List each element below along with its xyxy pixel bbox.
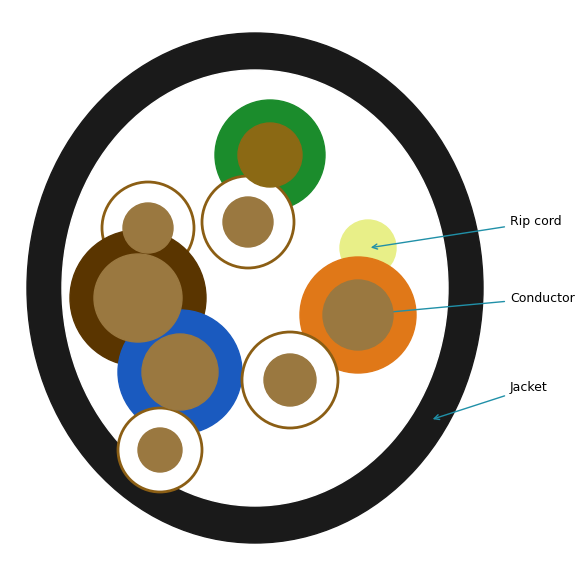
Text: Jacket: Jacket bbox=[434, 381, 548, 419]
Circle shape bbox=[340, 220, 396, 276]
Circle shape bbox=[70, 230, 206, 366]
Circle shape bbox=[123, 203, 173, 253]
Circle shape bbox=[242, 332, 338, 428]
Ellipse shape bbox=[62, 70, 448, 506]
Circle shape bbox=[118, 310, 242, 434]
Circle shape bbox=[202, 176, 294, 268]
Circle shape bbox=[142, 334, 218, 410]
Circle shape bbox=[215, 100, 325, 210]
Circle shape bbox=[223, 197, 273, 247]
Text: Rip cord: Rip cord bbox=[372, 215, 562, 249]
Ellipse shape bbox=[27, 33, 483, 543]
Text: Conductor: Conductor bbox=[362, 291, 575, 317]
Circle shape bbox=[323, 280, 393, 350]
Circle shape bbox=[102, 182, 194, 274]
Circle shape bbox=[238, 123, 302, 187]
Circle shape bbox=[138, 428, 182, 472]
Circle shape bbox=[264, 354, 316, 406]
Circle shape bbox=[94, 254, 182, 342]
Circle shape bbox=[118, 408, 202, 492]
Circle shape bbox=[300, 257, 416, 373]
